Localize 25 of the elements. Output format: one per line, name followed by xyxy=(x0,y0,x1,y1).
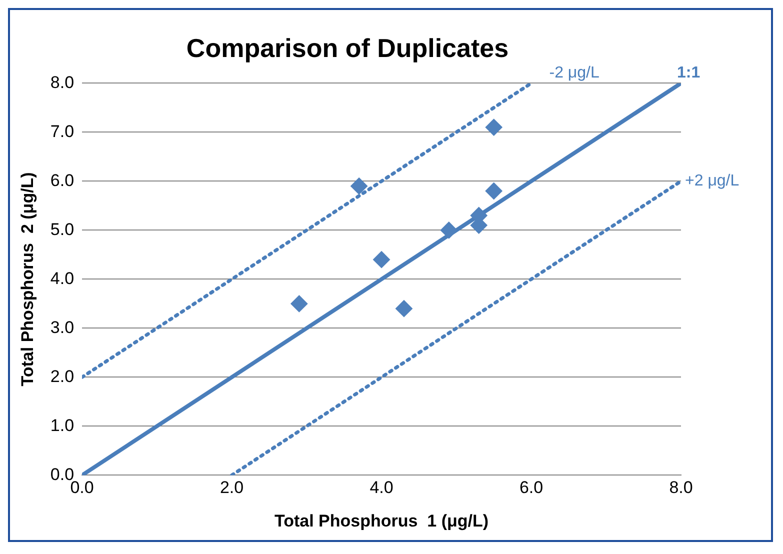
y-tick-label: 2.0 xyxy=(50,366,74,386)
y-tick-label: 4.0 xyxy=(50,268,74,288)
y-tick-label: 8.0 xyxy=(50,72,74,92)
x-tick-label: 4.0 xyxy=(370,478,394,498)
point xyxy=(373,251,390,268)
y-tick-label: 6.0 xyxy=(50,170,74,190)
point xyxy=(485,118,502,136)
series-label: -2 μg/L xyxy=(549,64,600,82)
point xyxy=(350,178,368,195)
y-tick-label: 3.0 xyxy=(50,318,74,337)
x-tick-label: 2.0 xyxy=(220,478,244,498)
series-label: +2 μg/L xyxy=(685,172,740,190)
x-axis-title: Total Phosphorus 1 (μg/L) xyxy=(274,511,489,530)
x-tick-label: 8.0 xyxy=(669,478,693,498)
chart-title: Comparison of Duplicates xyxy=(186,32,509,63)
point xyxy=(395,300,412,318)
y-tick-label: 5.0 xyxy=(50,220,74,239)
y-axis-title: Total Phosphorus 2 (μg/L) xyxy=(18,172,37,386)
point xyxy=(290,295,308,312)
point xyxy=(485,182,502,200)
y-tick-label: 1.0 xyxy=(50,416,74,435)
y-tick-label: 7.0 xyxy=(50,122,74,141)
series-label: 1:1 xyxy=(677,64,700,82)
x-tick-label: 6.0 xyxy=(519,478,544,498)
point xyxy=(440,222,458,239)
